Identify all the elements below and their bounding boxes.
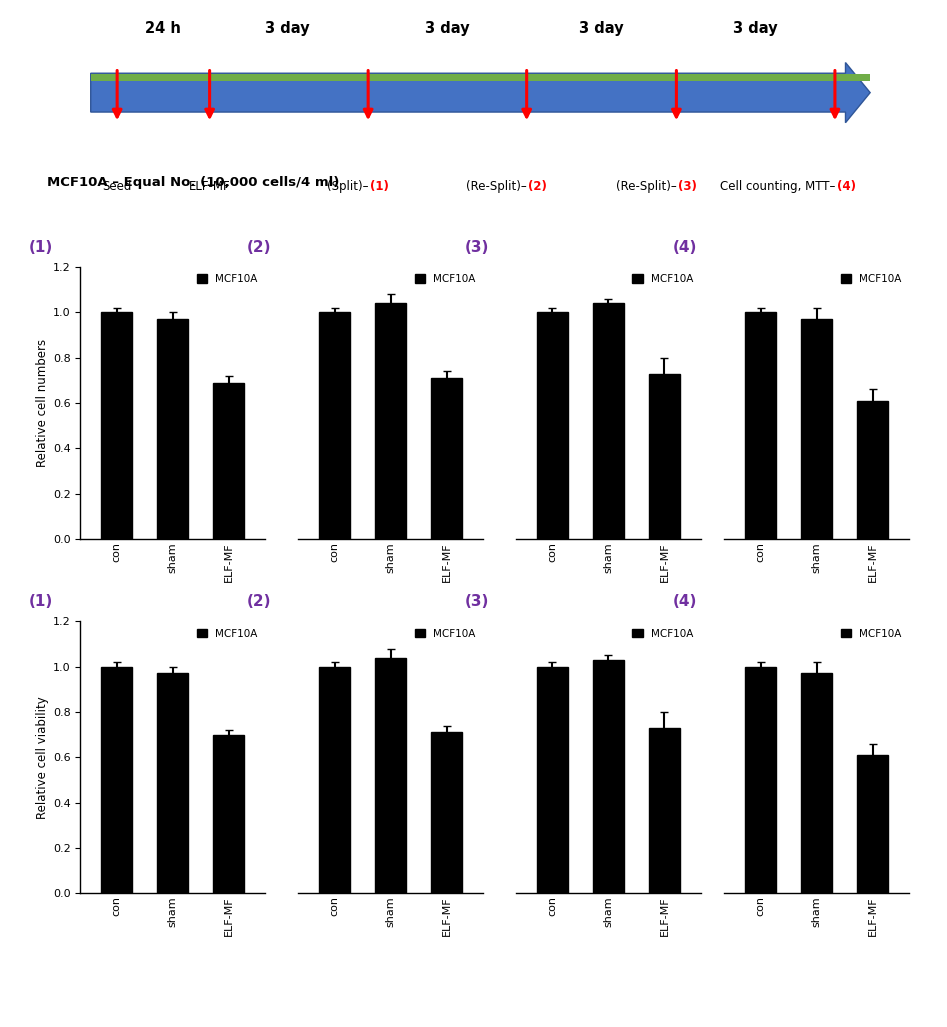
Bar bbox=[593, 660, 624, 893]
Text: (Split)–: (Split)– bbox=[327, 180, 368, 193]
Text: (4): (4) bbox=[672, 239, 697, 255]
Text: (4): (4) bbox=[837, 180, 856, 193]
Bar bbox=[101, 312, 133, 539]
Bar bbox=[857, 755, 888, 893]
Bar bbox=[375, 657, 406, 893]
Bar bbox=[375, 303, 406, 539]
Text: 3 day: 3 day bbox=[265, 21, 310, 36]
Bar bbox=[801, 674, 832, 893]
Text: (Re-Split)–: (Re-Split)– bbox=[466, 180, 527, 193]
Legend: MCF10A: MCF10A bbox=[413, 272, 478, 287]
Bar bbox=[593, 303, 624, 539]
Text: MCF10A – Equal No. (10,000 cells/4 ml): MCF10A – Equal No. (10,000 cells/4 ml) bbox=[46, 177, 339, 189]
Text: ELF-MF: ELF-MF bbox=[188, 180, 230, 193]
Text: 3 day: 3 day bbox=[580, 21, 624, 36]
Legend: MCF10A: MCF10A bbox=[413, 626, 478, 641]
Legend: MCF10A: MCF10A bbox=[195, 626, 260, 641]
Legend: MCF10A: MCF10A bbox=[839, 272, 904, 287]
Legend: MCF10A: MCF10A bbox=[631, 272, 696, 287]
Bar bbox=[745, 667, 777, 893]
Text: Cell counting, MTT–: Cell counting, MTT– bbox=[720, 180, 835, 193]
Bar bbox=[101, 667, 133, 893]
Bar bbox=[91, 74, 870, 81]
Bar bbox=[537, 312, 568, 539]
Bar bbox=[649, 374, 680, 539]
Bar bbox=[431, 378, 462, 539]
Y-axis label: Relative cell viability: Relative cell viability bbox=[36, 696, 49, 819]
Bar bbox=[319, 667, 350, 893]
Bar bbox=[213, 734, 244, 893]
Text: (1): (1) bbox=[28, 239, 53, 255]
Bar bbox=[649, 728, 680, 893]
Text: (3): (3) bbox=[464, 239, 489, 255]
Text: (2): (2) bbox=[246, 239, 271, 255]
Legend: MCF10A: MCF10A bbox=[839, 626, 904, 641]
Bar bbox=[157, 319, 188, 539]
Legend: MCF10A: MCF10A bbox=[195, 272, 260, 287]
Bar bbox=[801, 319, 832, 539]
Y-axis label: Relative cell numbers: Relative cell numbers bbox=[36, 339, 49, 467]
Bar bbox=[537, 667, 568, 893]
Text: (2): (2) bbox=[246, 594, 271, 609]
Text: 3 day: 3 day bbox=[425, 21, 470, 36]
Text: Seed: Seed bbox=[102, 180, 132, 193]
Legend: MCF10A: MCF10A bbox=[631, 626, 696, 641]
Text: (3): (3) bbox=[464, 594, 489, 609]
Bar bbox=[431, 732, 462, 893]
Bar bbox=[857, 401, 888, 539]
Text: (3): (3) bbox=[678, 180, 697, 193]
Bar bbox=[213, 383, 244, 539]
Text: (1): (1) bbox=[370, 180, 389, 193]
Text: (1): (1) bbox=[28, 594, 53, 609]
Text: (4): (4) bbox=[672, 594, 697, 609]
Text: (2): (2) bbox=[528, 180, 547, 193]
Bar bbox=[745, 312, 777, 539]
FancyArrow shape bbox=[91, 63, 870, 122]
Bar bbox=[319, 312, 350, 539]
Text: 24 h: 24 h bbox=[145, 21, 181, 36]
Bar bbox=[157, 674, 188, 893]
Text: 3 day: 3 day bbox=[733, 21, 778, 36]
Text: (Re-Split)–: (Re-Split)– bbox=[616, 180, 676, 193]
